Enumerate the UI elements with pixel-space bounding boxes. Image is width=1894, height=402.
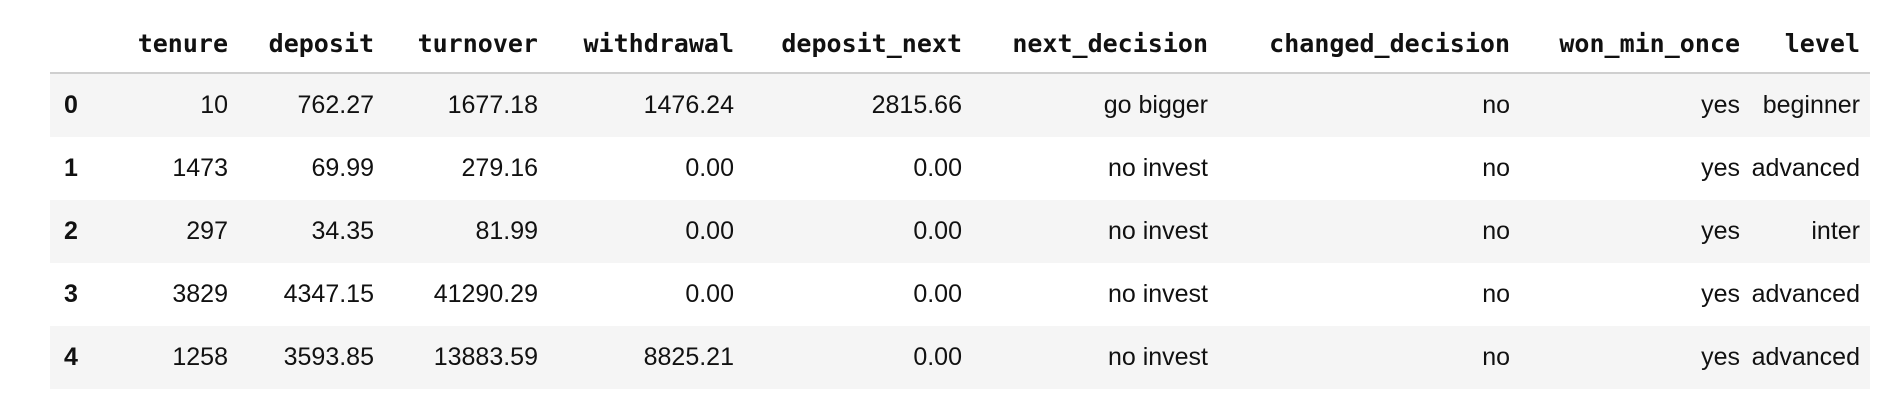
cell-tenure: 3829 [172, 280, 228, 308]
cell-changed-decision: no [1482, 154, 1510, 182]
dataframe-table: tenure deposit turnover withdrawal depos… [50, 14, 1870, 389]
cell-won-min-once: yes [1701, 343, 1740, 371]
cell-level: advanced [1751, 280, 1860, 308]
row-index: 0 [64, 91, 78, 119]
cell-withdrawal: 0.00 [685, 217, 734, 245]
row-index: 1 [64, 154, 78, 182]
cell-next-decision: go bigger [1103, 91, 1208, 119]
cell-won-min-once: yes [1701, 217, 1740, 245]
cell-turnover: 41290.29 [433, 280, 538, 308]
row-index: 3 [64, 280, 78, 308]
cell-deposit: 762.27 [297, 91, 374, 119]
cell-next-decision: no invest [1107, 280, 1208, 308]
table-row: 0 10 762.27 1677.18 1476.24 2815.66 go b… [50, 73, 1870, 137]
header-row: tenure deposit turnover withdrawal depos… [50, 14, 1870, 74]
cell-turnover: 81.99 [475, 217, 538, 245]
cell-tenure: 297 [186, 217, 228, 245]
table-row: 3 3829 4347.15 41290.29 0.00 0.00 no inv… [50, 263, 1870, 326]
cell-changed-decision: no [1482, 280, 1510, 308]
column-header-changed-decision: changed_decision [1218, 14, 1520, 74]
cell-turnover: 279.16 [461, 154, 538, 182]
cell-level: beginner [1762, 91, 1860, 119]
cell-deposit-next: 0.00 [913, 343, 962, 371]
column-header-deposit-next: deposit_next [744, 14, 972, 74]
column-header-turnover: turnover [384, 14, 548, 74]
table-row: 2 297 34.35 81.99 0.00 0.00 no invest no… [50, 200, 1870, 263]
cell-tenure: 10 [200, 91, 228, 119]
cell-won-min-once: yes [1701, 280, 1740, 308]
cell-tenure: 1258 [172, 343, 228, 371]
cell-deposit: 4347.15 [283, 280, 374, 308]
index-header [50, 14, 106, 74]
column-header-tenure: tenure [106, 14, 238, 74]
cell-withdrawal: 1476.24 [643, 91, 734, 119]
cell-level: advanced [1751, 343, 1860, 371]
column-header-withdrawal: withdrawal [548, 14, 744, 74]
cell-next-decision: no invest [1107, 343, 1208, 371]
column-header-deposit: deposit [238, 14, 384, 74]
cell-deposit-next: 0.00 [913, 217, 962, 245]
cell-deposit: 3593.85 [283, 343, 374, 371]
cell-deposit-next: 0.00 [913, 154, 962, 182]
cell-next-decision: no invest [1107, 217, 1208, 245]
cell-won-min-once: yes [1701, 91, 1740, 119]
row-index: 2 [64, 217, 78, 245]
cell-withdrawal: 0.00 [685, 154, 734, 182]
cell-deposit: 69.99 [311, 154, 374, 182]
cell-won-min-once: yes [1701, 154, 1740, 182]
column-header-next-decision: next_decision [972, 14, 1218, 74]
dataframe-output: tenure deposit turnover withdrawal depos… [50, 14, 1870, 389]
cell-changed-decision: no [1482, 343, 1510, 371]
cell-withdrawal: 0.00 [685, 280, 734, 308]
cell-deposit-next: 2815.66 [871, 91, 962, 119]
cell-deposit: 34.35 [311, 217, 374, 245]
column-header-won-min-once: won_min_once [1520, 14, 1750, 74]
cell-turnover: 1677.18 [447, 91, 538, 119]
cell-tenure: 1473 [172, 154, 228, 182]
cell-level: advanced [1751, 154, 1860, 182]
cell-changed-decision: no [1482, 217, 1510, 245]
row-index: 4 [64, 343, 78, 371]
cell-deposit-next: 0.00 [913, 280, 962, 308]
table-row: 1 1473 69.99 279.16 0.00 0.00 no invest … [50, 137, 1870, 200]
column-header-level: level [1750, 14, 1870, 74]
table-row: 4 1258 3593.85 13883.59 8825.21 0.00 no … [50, 326, 1870, 389]
cell-withdrawal: 8825.21 [643, 343, 734, 371]
cell-changed-decision: no [1482, 91, 1510, 119]
cell-next-decision: no invest [1107, 154, 1208, 182]
cell-turnover: 13883.59 [433, 343, 538, 371]
cell-level: inter [1811, 217, 1860, 245]
